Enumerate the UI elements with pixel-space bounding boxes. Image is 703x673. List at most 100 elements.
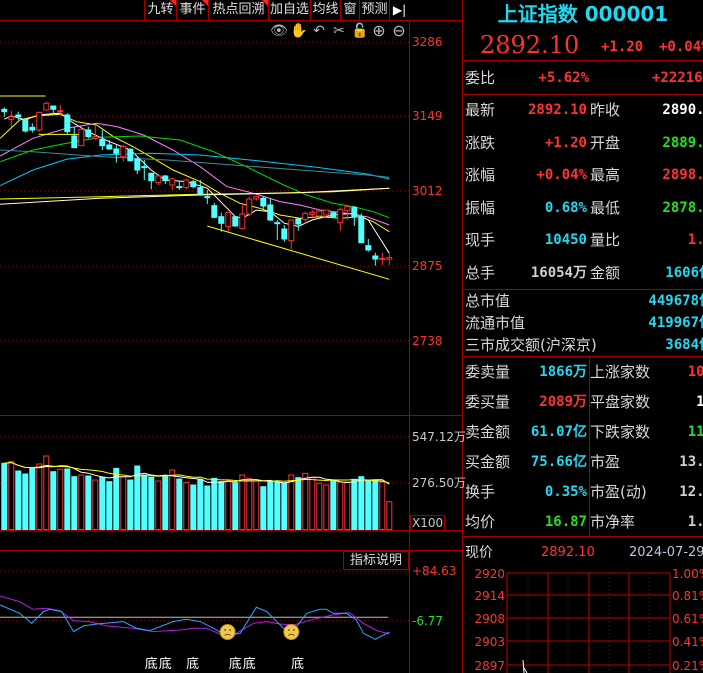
scissors-icon[interactable]: ✂ xyxy=(333,23,345,39)
candle-body xyxy=(57,110,64,113)
candlestick xyxy=(246,196,253,216)
volume-bar xyxy=(29,467,36,530)
volume-bar xyxy=(71,476,78,531)
market-row: 总市值 449678亿 xyxy=(463,289,703,313)
candle-body xyxy=(309,211,316,215)
candle-body xyxy=(134,158,141,171)
candlestick xyxy=(316,209,323,218)
candlestick xyxy=(127,148,134,162)
quote-value: 2890.9 xyxy=(662,102,703,118)
moving-average-button[interactable]: 均线 xyxy=(310,0,340,20)
mini-price-tick: 2914 xyxy=(474,589,505,603)
cursor-icon xyxy=(522,659,528,673)
kline-chart[interactable]: 底底底底底底 xyxy=(0,0,409,673)
collapse-right-icon[interactable]: ▶| xyxy=(389,0,409,20)
candle-body xyxy=(386,257,393,260)
market-row: 流通市值 419967亿 xyxy=(463,311,703,335)
volume-bar xyxy=(232,482,239,531)
quote-row: 振幅 0.68%最低 2878.5 xyxy=(463,196,703,220)
quote-value: 2889.4 xyxy=(662,134,703,151)
corner-marker-icon xyxy=(170,0,176,6)
indicator-help-button[interactable]: 指标说明 xyxy=(343,551,409,570)
candlestick xyxy=(15,111,22,121)
candlestick xyxy=(386,254,393,266)
candlestick xyxy=(302,211,309,224)
candlestick xyxy=(260,196,267,211)
volume-ma-line xyxy=(4,461,390,484)
quote-row: 换手 0.35%市盈(动) 12.7 xyxy=(463,480,703,504)
hand-icon[interactable]: ✋ xyxy=(290,23,308,39)
volume-bar xyxy=(141,474,148,531)
zoom-out-icon[interactable]: ⊖ xyxy=(392,21,406,40)
candle-body xyxy=(323,209,330,216)
candle-body xyxy=(22,118,29,132)
candlestick xyxy=(365,238,372,252)
volume-bar xyxy=(85,475,92,531)
mini-pct-tick: 0.61% xyxy=(672,612,703,626)
bottom-signal-label: 底 xyxy=(159,656,172,672)
volume-bar xyxy=(295,477,302,531)
candle-body xyxy=(15,114,22,118)
volume-bar xyxy=(379,481,386,531)
mini-pct-tick: 0.81% xyxy=(672,589,703,603)
quote-value: 0.68% xyxy=(544,199,587,216)
add-watchlist-button[interactable]: 加自选 xyxy=(268,0,310,20)
candlestick xyxy=(106,139,113,151)
divider xyxy=(463,356,703,357)
quote-value: 107 xyxy=(687,364,703,380)
lock-icon[interactable]: 🔓 xyxy=(351,23,369,39)
quote-value: 16.87 xyxy=(544,514,587,530)
eye-icon[interactable]: 👁 xyxy=(270,23,288,39)
quote-label: 平盘家数 xyxy=(590,393,651,411)
current-price-label: 现价 xyxy=(465,545,493,561)
quote-value: 1.1 xyxy=(687,514,703,530)
quote-value: 0.35% xyxy=(544,484,587,500)
candlestick xyxy=(78,127,85,147)
candle-body xyxy=(141,166,148,169)
candle-body xyxy=(190,181,197,188)
candle-body xyxy=(379,257,386,260)
events-button[interactable]: 事件 xyxy=(176,0,208,20)
mini-price-tick: 2920 xyxy=(474,567,505,581)
moving-average-line xyxy=(0,152,390,187)
sad-face-icon xyxy=(219,624,236,640)
candle-body xyxy=(50,105,57,110)
volume-bar xyxy=(106,481,113,531)
candle-body xyxy=(288,219,295,242)
window-button[interactable]: 窗 xyxy=(340,0,359,20)
candlestick xyxy=(183,178,190,190)
bottom-signal-label: 底 xyxy=(243,656,256,672)
indicator-tick: -6.77 xyxy=(412,614,444,628)
candlestick xyxy=(120,144,127,162)
candlestick xyxy=(239,203,246,230)
quote-value: 1606亿 xyxy=(665,264,703,281)
jiuzhuan-button[interactable]: 九转 xyxy=(144,0,176,20)
candle-body xyxy=(29,126,36,131)
undo-icon[interactable]: ↶ xyxy=(313,23,325,39)
current-price: 2892.10 xyxy=(541,545,595,560)
moving-average-line xyxy=(0,187,390,205)
quote-row: 涨幅 +0.04%最高 2898.1 xyxy=(463,163,703,187)
candle-body xyxy=(169,178,176,186)
weibi-pct: +5.62% xyxy=(538,70,589,86)
volume-bar xyxy=(365,480,372,531)
quote-value: 12 xyxy=(696,394,703,410)
volume-tick: 547.12万 xyxy=(412,430,466,444)
candlestick xyxy=(113,144,120,163)
weibi-label: 委比 xyxy=(465,69,496,87)
quote-label: 最新 xyxy=(465,101,496,119)
zoom-in-icon[interactable]: ⊕ xyxy=(372,21,386,40)
quote-value: +0.04% xyxy=(536,167,587,183)
market-label: 总市值 xyxy=(465,292,511,310)
volume-bar xyxy=(239,474,246,531)
forecast-button[interactable]: 预测 xyxy=(359,0,389,20)
intraday-chart[interactable]: 2920 1.00% 2914 0.81% 2908 0.61% 2903 0.41% 2897… xyxy=(463,560,703,673)
hotspot-review-button[interactable]: 热点回溯 xyxy=(208,0,268,20)
volume-bar xyxy=(253,480,260,531)
quote-value: 16054万 xyxy=(530,264,587,281)
quote-value: 10450 xyxy=(544,232,587,248)
quote-label: 最低 xyxy=(590,198,621,217)
quote-panel: 上证指数 000001 2892.10 +1.20 +0.04% 委比 +5.6… xyxy=(463,0,703,673)
